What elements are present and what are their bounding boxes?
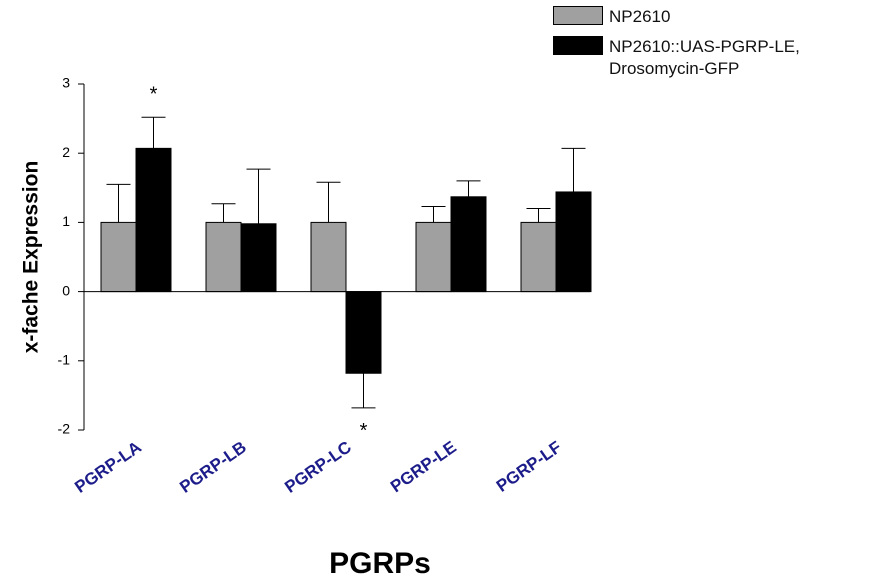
annotation: * <box>360 420 368 442</box>
bar <box>205 221 242 293</box>
x-tick-label: PGRP-LC <box>281 437 355 496</box>
x-tick-label: PGRP-LB <box>176 437 250 496</box>
y-tick-label: 3 <box>62 75 70 91</box>
bar <box>100 221 137 293</box>
legend-item: NP2610::UAS-PGRP-LE, Drosomycin-GFP <box>553 36 873 80</box>
legend-swatch <box>553 6 603 25</box>
bar <box>240 223 277 293</box>
y-tick-label: -2 <box>58 421 71 437</box>
bar <box>310 221 347 293</box>
x-tick-label: PGRP-LF <box>493 437 565 495</box>
bar <box>555 191 592 293</box>
y-tick-label: 1 <box>62 213 70 229</box>
y-tick-label: 0 <box>62 282 70 298</box>
y-axis-title: x-fache Expression <box>20 161 43 354</box>
annotation: * <box>150 83 158 105</box>
bar <box>345 291 382 374</box>
x-axis-title: PGRPs <box>329 547 431 580</box>
bar <box>135 147 172 293</box>
legend-label: NP2610::UAS-PGRP-LE, Drosomycin-GFP <box>609 37 800 78</box>
bar <box>450 196 487 293</box>
bar <box>415 221 452 293</box>
y-tick-label: -1 <box>58 352 71 368</box>
bar <box>520 221 557 293</box>
legend-swatch <box>553 36 603 55</box>
y-tick-label: 2 <box>62 144 70 160</box>
x-tick-label: PGRP-LA <box>71 437 145 496</box>
legend-label: NP2610 <box>609 7 671 26</box>
x-tick-label: PGRP-LE <box>387 437 460 496</box>
legend-item: NP2610 <box>553 6 873 28</box>
